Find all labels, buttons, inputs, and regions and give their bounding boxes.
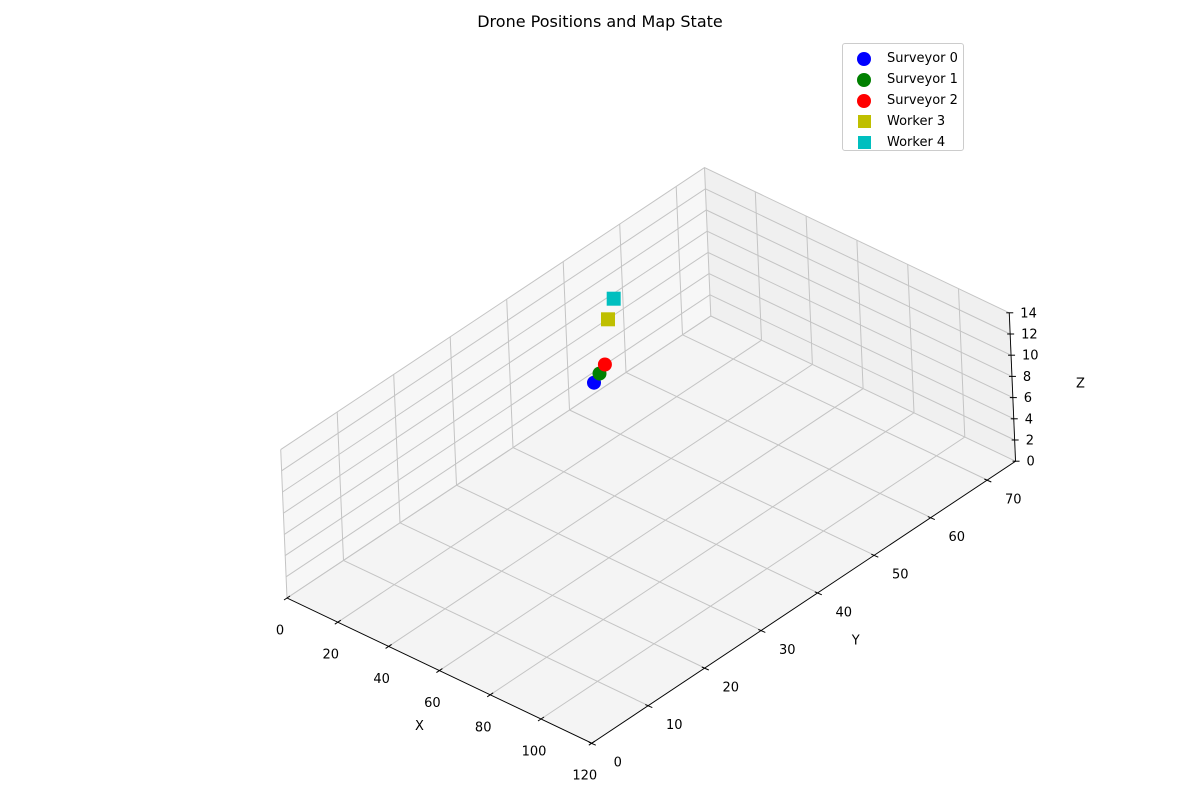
legend-label: Surveyor 0 [887,51,958,66]
y-tick-mark [645,704,653,709]
y-tick-label: 70 [1005,493,1022,508]
z-tick-label: 0 [1027,455,1035,470]
y-tick-label: 60 [949,530,966,545]
legend-label: Surveyor 2 [887,93,958,108]
x-tick-mark [283,595,291,601]
data-point-worker-3 [601,312,615,327]
legend-label: Worker 3 [887,114,946,129]
grid-line-z [283,230,1013,514]
legend-label: Worker 4 [887,135,946,150]
y-tick-mark [927,516,935,521]
circle-marker-icon [857,51,871,66]
legend-item-worker-4: Worker 4 [853,132,963,153]
tick-marks [283,312,1020,746]
axis-labels: X Y Z [415,377,1085,735]
x-tick-mark [436,668,443,674]
x-tick-mark [537,716,545,722]
y-tick-mark [758,628,766,633]
data-points [587,291,621,390]
axis-panes [280,167,1016,744]
z-axis-label: Z [1076,377,1085,392]
tick-labels: 0 20 40 60 80 100 120 0 10 20 30 40 50 60 70 0 2 4 6 8 10 12 1… [276,306,1039,783]
pane-left [280,167,711,598]
y-tick-label: 20 [723,681,740,696]
grid-line-z [285,294,1015,578]
grid-line-z [281,188,1011,472]
y-tick-label: 0 [614,756,622,771]
z-tick-label: 6 [1024,391,1032,406]
x-tick-label: 0 [276,624,284,639]
z-tick-label: 2 [1026,434,1034,449]
x-tick-mark [486,692,494,698]
y-tick-mark [814,591,822,596]
x-tick-label: 60 [424,696,441,711]
legend-marker [853,136,875,149]
z-tick-label: 4 [1025,412,1033,427]
y-tick-label: 10 [666,718,683,733]
y-tick-label: 30 [779,643,796,658]
data-point-surveyor-2 [597,357,612,372]
circle-marker-icon [857,72,871,87]
y-tick-mark [871,553,879,558]
z-tick-label: 10 [1022,349,1039,364]
z-tick-label: 8 [1023,370,1031,385]
z-tick-label: 14 [1020,306,1037,321]
data-point-worker-4 [606,291,621,306]
legend-item-surveyor-2: Surveyor 2 [853,90,963,111]
y-axis-line [591,460,1016,744]
x-tick-label: 40 [373,672,390,687]
z-axis-line [1008,312,1016,462]
grid-line-z [286,315,1016,599]
circle-marker-icon [857,93,871,108]
z-tick-label: 12 [1021,328,1038,343]
x-tick-label: 20 [323,648,340,663]
square-marker-icon [857,136,871,149]
chart-title: Drone Positions and Map State [477,12,723,31]
x-tick-mark [334,619,342,625]
legend-marker [853,115,875,128]
x-axis-label: X [415,719,424,734]
grid-line-z [280,167,1010,451]
x-tick-label: 120 [572,769,597,784]
y-tick-mark [588,741,596,746]
legend-item-surveyor-1: Surveyor 1 [853,69,963,90]
grid-line-z [284,251,1014,535]
grid-line-z [284,273,1015,557]
legend-marker [853,51,875,66]
grid-line-z [282,209,1012,493]
legend-label: Surveyor 1 [887,72,958,87]
legend-item-surveyor-0: Surveyor 0 [853,48,963,69]
y-tick-mark [701,666,709,671]
x-tick-mark [385,643,392,649]
y-tick-mark [984,478,992,483]
x-tick-label: 100 [522,745,547,760]
legend-marker [853,93,875,108]
legend: Surveyor 0 Surveyor 1 Surveyor 2 Worker 3 Wo… [842,43,964,151]
square-marker-icon [857,115,871,128]
x-tick-label: 80 [475,720,492,735]
legend-item-worker-3: Worker 3 [853,111,963,132]
y-tick-label: 40 [836,605,853,620]
legend-marker [853,72,875,87]
y-axis-label: Y [851,634,860,649]
y-tick-label: 50 [892,568,909,583]
